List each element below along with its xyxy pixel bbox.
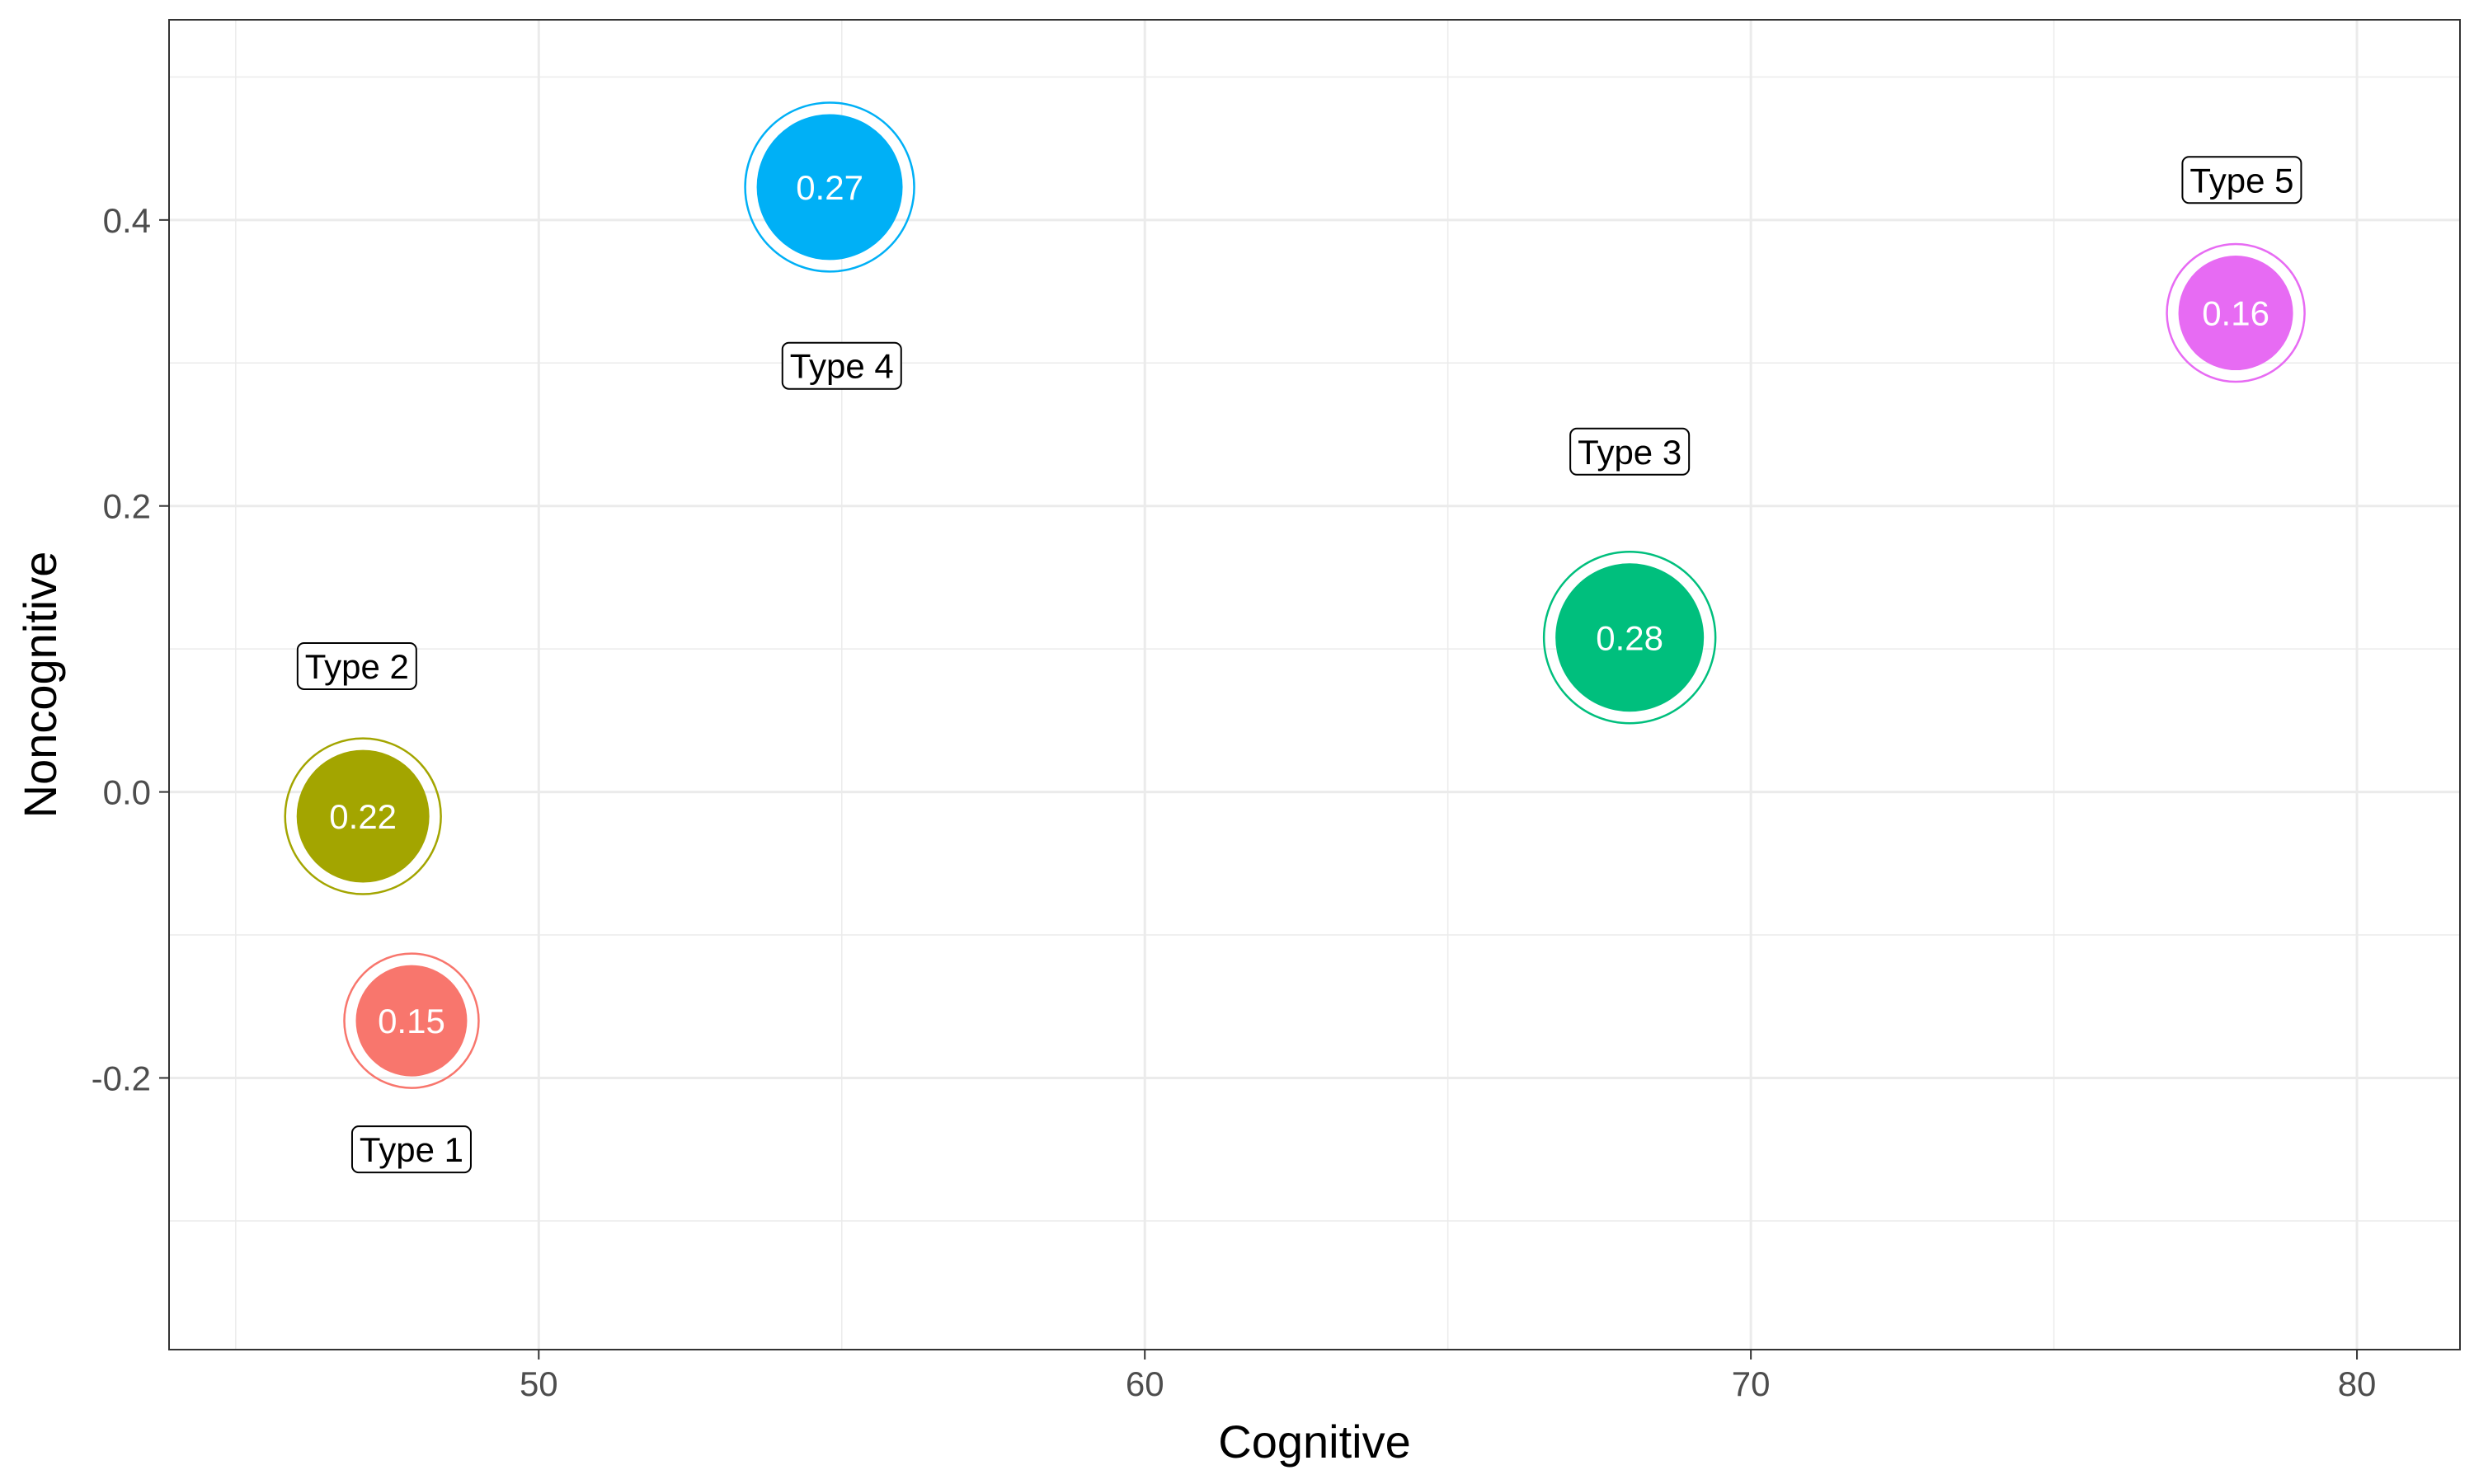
type-label: Type 2 [305, 647, 409, 686]
x-axis-title: Cognitive [1218, 1416, 1410, 1468]
bubble-point [756, 114, 903, 261]
bubble-point [1555, 563, 1705, 712]
x-tick-label: 60 [1126, 1364, 1164, 1403]
y-tick-label: 0.0 [103, 773, 151, 812]
x-tick-label: 50 [520, 1364, 558, 1403]
bubble-point [2178, 256, 2293, 371]
type-label: Type 3 [1578, 433, 1681, 472]
bubble-ring [744, 101, 915, 273]
type-label-box [781, 341, 902, 390]
y-tick-label: 0.2 [103, 487, 151, 526]
bubble-ring [1542, 551, 1717, 725]
bubble-ring [284, 737, 442, 895]
bubble-value-label: 0.22 [329, 797, 397, 836]
type-label-box [1569, 427, 1691, 476]
major-gridlines [169, 20, 2460, 1350]
plot-panel-border [168, 19, 2461, 1350]
bubble-point [355, 965, 468, 1077]
bubble-point [296, 749, 430, 883]
y-axis-title: Noncognitive [14, 552, 66, 819]
bubble-value-label: 0.27 [796, 168, 863, 207]
type-label: Type 5 [2189, 161, 2293, 200]
x-tick-label: 80 [2338, 1364, 2377, 1403]
bubble-value-label: 0.15 [378, 1002, 445, 1040]
type-label-box [2181, 156, 2302, 204]
bubble-layer: 0.15 0.22 0.28 0.27 0.16 [284, 101, 2306, 1089]
axis-ticks [159, 218, 2359, 1360]
bubble-ring [343, 952, 480, 1089]
type-label: Type 1 [360, 1130, 463, 1169]
tick-labels: 50 60 70 80 -0.2 0.0 0.2 0.4 [92, 201, 2377, 1403]
bubble-ring [2166, 242, 2306, 383]
y-tick-label: 0.4 [103, 201, 151, 240]
bubble-value-label: 0.28 [1596, 618, 1663, 657]
type-label-box [350, 1125, 472, 1174]
type-label: Type 4 [790, 347, 894, 386]
type-label-layer: Type 1 Type 2 Type 3 Type 4 Type 5 [296, 156, 2302, 1174]
bubble-value-label: 0.16 [2202, 294, 2269, 333]
y-tick-label: -0.2 [92, 1059, 151, 1097]
type-label-box [296, 641, 417, 690]
x-tick-label: 70 [1732, 1364, 1771, 1403]
